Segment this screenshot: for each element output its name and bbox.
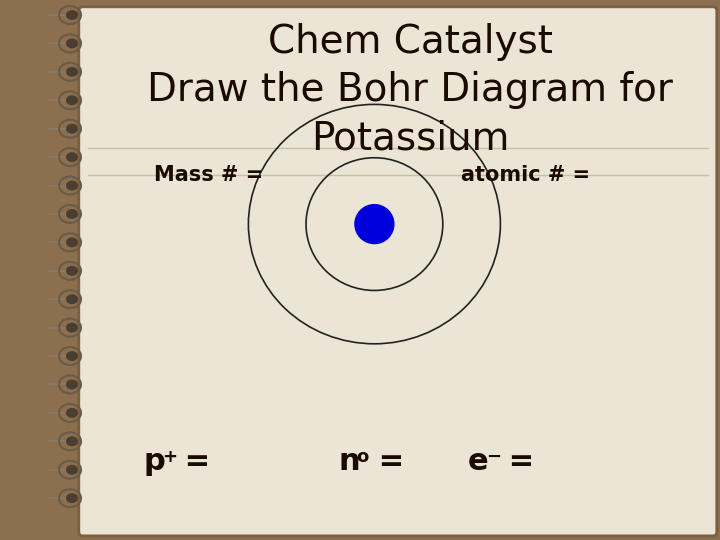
FancyBboxPatch shape <box>78 7 717 536</box>
Ellipse shape <box>66 10 78 20</box>
Ellipse shape <box>66 238 78 247</box>
Text: =: = <box>174 447 210 476</box>
Ellipse shape <box>66 323 78 333</box>
Ellipse shape <box>66 38 78 49</box>
Text: Chem Catalyst: Chem Catalyst <box>268 23 553 61</box>
Text: o: o <box>356 448 369 466</box>
Ellipse shape <box>66 152 78 162</box>
Ellipse shape <box>66 209 78 219</box>
Ellipse shape <box>354 204 395 244</box>
Text: n: n <box>338 447 360 476</box>
Ellipse shape <box>66 266 78 276</box>
Text: Potassium: Potassium <box>311 119 510 157</box>
Text: =: = <box>369 447 405 476</box>
Text: atomic # =: atomic # = <box>461 165 590 185</box>
Text: p: p <box>144 447 166 476</box>
Ellipse shape <box>66 493 78 503</box>
Ellipse shape <box>66 380 78 389</box>
Ellipse shape <box>66 180 78 191</box>
Ellipse shape <box>66 436 78 446</box>
Text: +: + <box>162 448 177 466</box>
Text: −: − <box>486 448 501 466</box>
Ellipse shape <box>66 124 78 133</box>
Ellipse shape <box>66 351 78 361</box>
Ellipse shape <box>66 67 78 77</box>
Text: e: e <box>468 447 489 476</box>
Text: Mass # =: Mass # = <box>154 165 264 185</box>
Ellipse shape <box>66 465 78 475</box>
Ellipse shape <box>66 408 78 418</box>
Text: Draw the Bohr Diagram for: Draw the Bohr Diagram for <box>148 71 673 109</box>
Ellipse shape <box>66 294 78 304</box>
Ellipse shape <box>66 96 78 105</box>
Text: =: = <box>498 447 534 476</box>
